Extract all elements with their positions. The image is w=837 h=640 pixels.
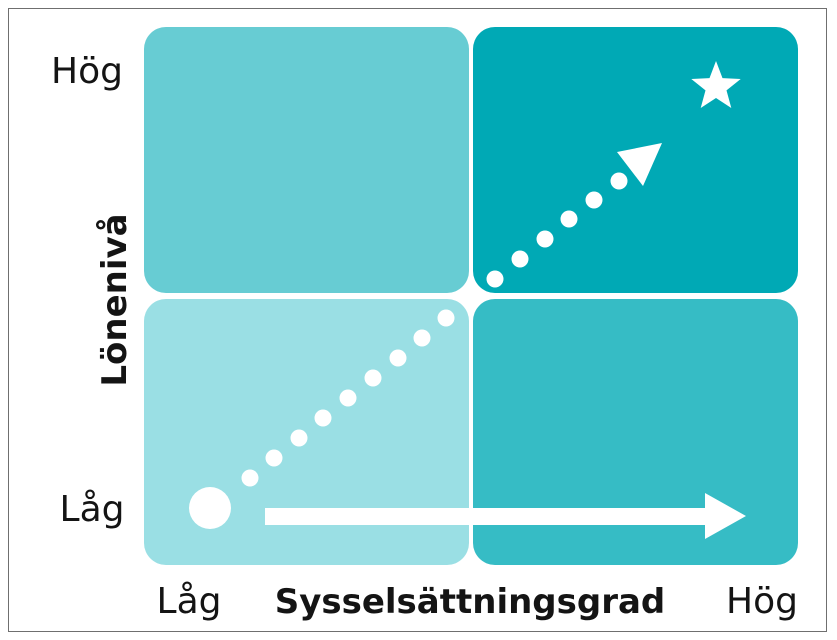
dotted-path [241, 172, 628, 487]
path-dot [389, 349, 407, 367]
path-dot [437, 309, 455, 327]
path-dot [314, 409, 332, 427]
horizontal-arrow-shaft [265, 508, 715, 525]
x-axis-high-label: Hög [726, 581, 798, 622]
path-dot [364, 369, 382, 387]
horizontal-arrowhead-icon [705, 493, 746, 539]
path-dot [560, 210, 578, 228]
path-dot [585, 191, 603, 209]
goal-star-icon [691, 61, 741, 108]
path-dot [290, 429, 308, 447]
start-circle-icon [189, 487, 231, 529]
path-dot [339, 389, 357, 407]
path-dot [265, 449, 283, 467]
x-axis-title: Sysselsättningsgrad [275, 582, 666, 622]
path-dot [413, 329, 431, 347]
diagonal-arrowhead-icon [617, 143, 662, 186]
path-dot [536, 230, 554, 248]
y-axis-low-label: Låg [60, 489, 125, 530]
path-dot [486, 270, 504, 288]
path-dot [511, 250, 529, 268]
y-axis-title: Lönenivå [95, 213, 135, 386]
path-dot [241, 469, 259, 487]
quadrant-top-left [144, 27, 469, 293]
center-junction-dot [466, 291, 476, 301]
x-axis-low-label: Låg [157, 581, 222, 622]
quadrant-bottom-right [473, 299, 798, 565]
y-axis-high-label: Hög [51, 51, 123, 92]
path-dot [610, 172, 628, 190]
